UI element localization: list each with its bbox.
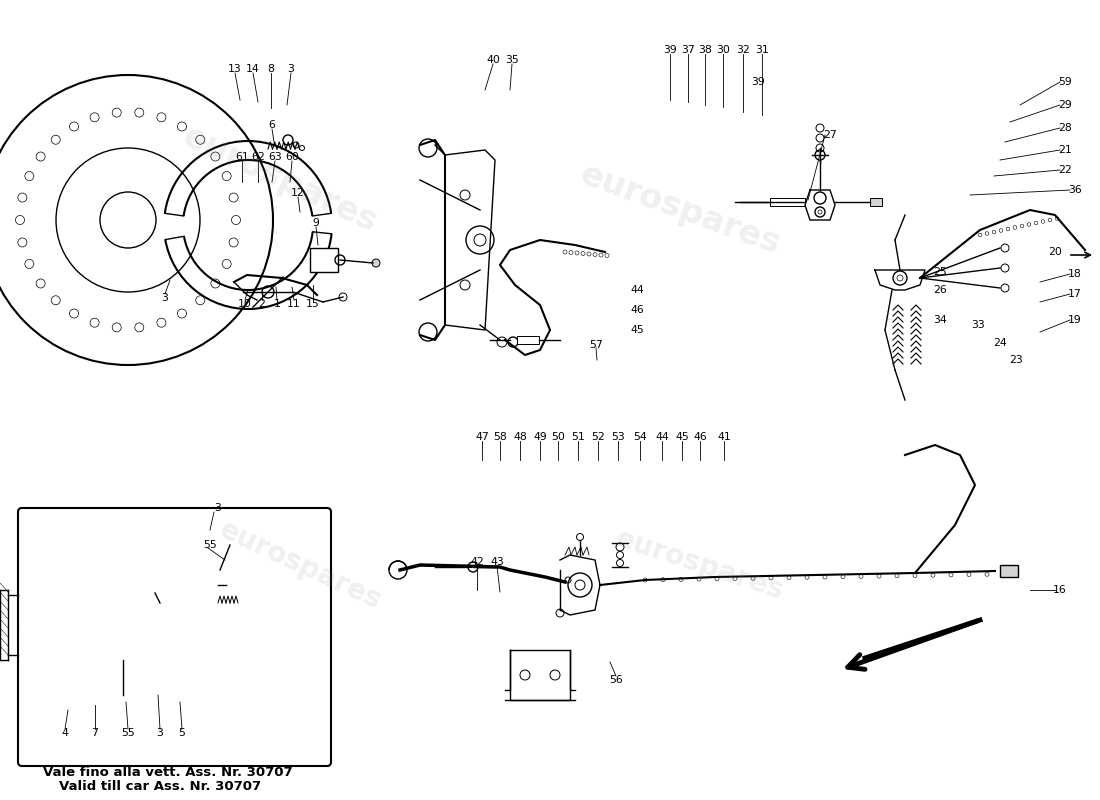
Text: 13: 13 [228, 64, 242, 74]
Text: 31: 31 [755, 45, 769, 55]
Text: 26: 26 [933, 285, 947, 295]
Bar [310, 248, 338, 272]
Text: 23: 23 [1009, 355, 1023, 365]
Text: 37: 37 [681, 45, 695, 55]
Text: 61: 61 [235, 152, 249, 162]
Bar [1000, 565, 1018, 577]
Text: 50: 50 [551, 432, 565, 442]
Text: 10: 10 [238, 299, 252, 309]
Text: 60: 60 [285, 152, 299, 162]
Text: 3: 3 [287, 64, 295, 74]
Text: 55: 55 [121, 728, 135, 738]
Text: 43: 43 [491, 557, 504, 567]
Text: 39: 39 [751, 77, 764, 87]
Text: 46: 46 [693, 432, 707, 442]
Text: 3: 3 [214, 503, 221, 513]
Text: 57: 57 [590, 340, 603, 350]
Text: 12: 12 [292, 188, 305, 198]
Text: 62: 62 [251, 152, 265, 162]
Text: 24: 24 [993, 338, 1007, 348]
Text: 58: 58 [493, 432, 507, 442]
Text: 45: 45 [630, 325, 644, 335]
FancyBboxPatch shape [18, 508, 331, 766]
Text: 21: 21 [1058, 145, 1071, 155]
Text: 40: 40 [486, 55, 499, 65]
Text: 36: 36 [1068, 185, 1082, 195]
Bar [517, 336, 539, 344]
Text: 15: 15 [306, 299, 320, 309]
Text: 14: 14 [246, 64, 260, 74]
Text: 3: 3 [156, 728, 164, 738]
Text: eurospares: eurospares [214, 515, 386, 615]
Text: 56: 56 [609, 675, 623, 685]
Text: 44: 44 [630, 285, 644, 295]
Circle shape [389, 561, 407, 579]
Text: 34: 34 [933, 315, 947, 325]
Text: 4: 4 [62, 728, 68, 738]
Text: 28: 28 [1058, 123, 1071, 133]
Text: 19: 19 [1068, 315, 1082, 325]
Text: eurospares: eurospares [575, 158, 784, 262]
Bar [870, 198, 882, 206]
Text: 33: 33 [971, 320, 984, 330]
Text: 63: 63 [268, 152, 282, 162]
Text: 52: 52 [591, 432, 605, 442]
Text: 29: 29 [1058, 100, 1071, 110]
Text: 38: 38 [698, 45, 712, 55]
Text: 3: 3 [162, 293, 168, 303]
Text: 20: 20 [1048, 247, 1062, 257]
Text: 32: 32 [736, 45, 750, 55]
Circle shape [372, 259, 379, 267]
Text: 22: 22 [1058, 165, 1071, 175]
Text: 27: 27 [823, 130, 837, 140]
Text: 49: 49 [534, 432, 547, 442]
Text: 17: 17 [1068, 289, 1082, 299]
Text: Vale fino alla vett. Ass. Nr. 30707: Vale fino alla vett. Ass. Nr. 30707 [43, 766, 293, 779]
Text: 2: 2 [258, 299, 265, 309]
Text: 16: 16 [1053, 585, 1067, 595]
Text: 53: 53 [612, 432, 625, 442]
Text: 47: 47 [475, 432, 488, 442]
Text: 18: 18 [1068, 269, 1082, 279]
Text: 11: 11 [287, 299, 301, 309]
Text: 51: 51 [571, 432, 585, 442]
Text: Valid till car Ass. Nr. 30707: Valid till car Ass. Nr. 30707 [59, 781, 261, 794]
Text: 8: 8 [267, 64, 274, 74]
Text: 42: 42 [470, 557, 484, 567]
Text: 5: 5 [178, 728, 186, 738]
Text: 30: 30 [716, 45, 730, 55]
Text: 25: 25 [933, 267, 947, 277]
Text: 35: 35 [505, 55, 519, 65]
Text: 46: 46 [630, 305, 644, 315]
Text: 39: 39 [663, 45, 676, 55]
Text: 41: 41 [717, 432, 730, 442]
Text: 54: 54 [634, 432, 647, 442]
Text: eurospares: eurospares [177, 121, 383, 239]
Text: 59: 59 [1058, 77, 1071, 87]
Text: 55: 55 [204, 540, 217, 550]
Text: 9: 9 [312, 218, 319, 228]
Bar [770, 198, 805, 206]
Text: 6: 6 [268, 120, 275, 130]
Text: 45: 45 [675, 432, 689, 442]
Text: 48: 48 [513, 432, 527, 442]
Text: eurospares: eurospares [612, 525, 788, 606]
Text: 1: 1 [274, 299, 280, 309]
Text: 44: 44 [656, 432, 669, 442]
Text: 7: 7 [91, 728, 98, 738]
Circle shape [283, 135, 293, 145]
